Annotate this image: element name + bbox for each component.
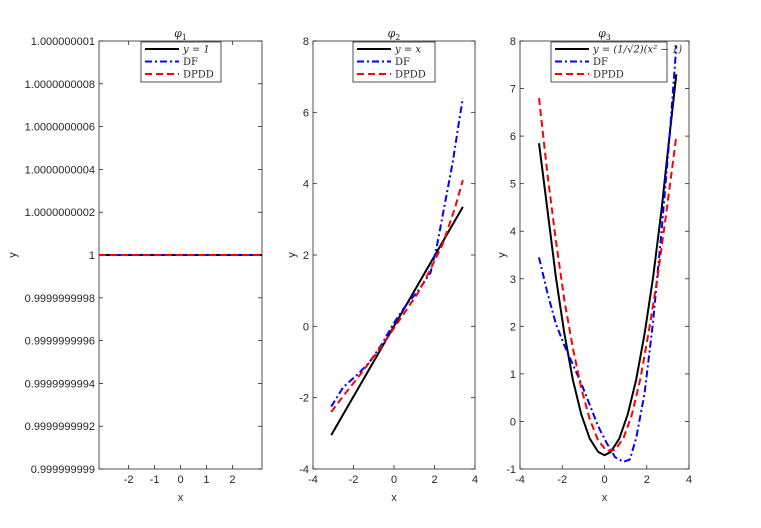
chart-title-symbol: φ xyxy=(174,27,182,40)
y-tick-label: 6 xyxy=(303,107,309,119)
y-tick-label: 1 xyxy=(510,369,516,381)
y-tick-label: 0.9999999994 xyxy=(25,378,95,390)
y-tick-label: 0.9999999996 xyxy=(25,336,95,348)
series-group xyxy=(330,97,464,436)
axes-frame xyxy=(519,40,690,470)
legend-entry: DPDD xyxy=(395,70,426,81)
y-tick-label: 0 xyxy=(303,321,309,333)
legend-entry: y = (1/√2)(x² − 1) xyxy=(592,45,682,56)
x-axis-label: x xyxy=(391,492,397,504)
y-tick-label: 7 xyxy=(510,84,516,96)
chart-title-subscript: 1 xyxy=(182,33,187,42)
y-tick-label: 2 xyxy=(303,250,309,262)
y-tick-label: 5 xyxy=(510,179,516,191)
x-tick-label: 4 xyxy=(472,474,478,486)
x-tick-label: 2 xyxy=(229,474,235,486)
y-axis-label: y xyxy=(7,252,19,258)
x-tick-label: -1 xyxy=(150,474,160,486)
series-line-dpdd xyxy=(330,179,464,413)
chart-title-subscript: 3 xyxy=(606,33,611,42)
y-tick-label: 0.999999999 xyxy=(31,464,95,476)
series-line-y-x xyxy=(330,206,464,436)
y-tick-label: 3 xyxy=(510,274,516,286)
series-line-df xyxy=(330,97,464,408)
y-axis-label: y xyxy=(286,252,298,258)
legend-entry: DF xyxy=(395,57,410,68)
x-tick-label: 2 xyxy=(644,474,650,486)
x-tick-label: 0 xyxy=(601,474,607,486)
chart-title-subscript: 2 xyxy=(395,33,400,42)
chart-title-symbol: φ xyxy=(598,27,606,40)
y-tick-label: 4 xyxy=(303,179,309,191)
x-tick-label: 2 xyxy=(431,474,437,486)
x-tick-label: -2 xyxy=(349,474,359,486)
x-tick-label: 1 xyxy=(203,474,209,486)
x-tick-label: 0 xyxy=(177,474,183,486)
y-tick-label: 8 xyxy=(303,36,309,48)
y-tick-label: 0.9999999992 xyxy=(25,421,95,433)
x-tick-label: -4 xyxy=(308,474,318,486)
legend-entry: DF xyxy=(593,57,608,68)
y-tick-label: 4 xyxy=(510,226,516,238)
x-axis-label: x xyxy=(602,492,608,504)
y-tick-label: -1 xyxy=(506,464,516,476)
y-tick-label: 6 xyxy=(510,131,516,143)
legend-entry: DPDD xyxy=(593,70,624,81)
y-tick-label: 1.0000000002 xyxy=(25,207,95,219)
legend-entry: y = 1 xyxy=(182,45,210,56)
chart-1: -2 -1 0 1 2 0.999999999 0.9999999992 0.99999999… xyxy=(7,27,263,504)
legend-entry: DPDD xyxy=(183,70,214,81)
y-tick-label: 2 xyxy=(510,321,516,333)
y-tick-label: 1.0000000008 xyxy=(25,79,95,91)
y-tick-label: 1.0000000006 xyxy=(25,122,95,134)
legend: y = (1/√2)(x² − 1)DF DPDD xyxy=(550,41,682,83)
x-tick-label: 0 xyxy=(391,474,397,486)
y-axis-label: y xyxy=(496,252,508,258)
y-tick-label: 1 xyxy=(89,250,95,262)
plots-root: -2 -1 0 1 2 0.999999999 0.9999999992 0.99999999… xyxy=(7,27,692,504)
x-tick-label: -4 xyxy=(515,474,525,486)
y-tick-label: 0.9999999998 xyxy=(25,293,95,305)
y-tick-label: -2 xyxy=(299,393,309,405)
axes-frame xyxy=(312,40,476,470)
series-group xyxy=(538,45,678,463)
x-tick-label: 4 xyxy=(686,474,692,486)
legend-entry: DF xyxy=(183,57,198,68)
x-tick-label: -2 xyxy=(557,474,567,486)
y-tick-label: 0 xyxy=(510,416,516,428)
legend-entry: y = x xyxy=(394,45,421,56)
y-tick-label: 8 xyxy=(510,36,516,48)
chart-title: φ3 xyxy=(598,27,611,42)
chart-title: φ1 xyxy=(174,27,187,42)
chart-title-symbol: φ xyxy=(388,27,396,40)
series-line-dpdd xyxy=(538,97,678,452)
chart-title: φ2 xyxy=(388,27,401,42)
y-tick-label: 1.000000001 xyxy=(31,36,95,48)
x-tick-label: -2 xyxy=(124,474,134,486)
legend: y = 1DF DPDD xyxy=(140,41,222,83)
y-tick-label: -4 xyxy=(299,464,309,476)
series-line-y-1-2-x-1 xyxy=(538,74,678,457)
legend: y = xDF DPDD xyxy=(352,41,436,83)
x-axis-label: x xyxy=(178,492,184,504)
y-tick-label: 1.0000000004 xyxy=(25,164,95,176)
